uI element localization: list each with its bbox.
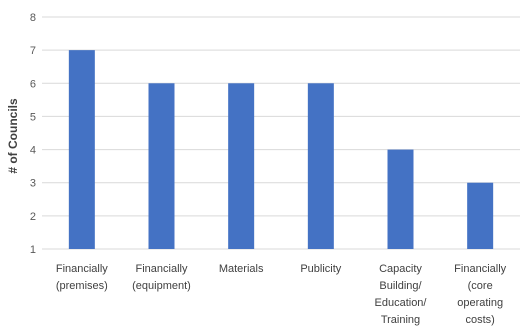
bar — [387, 149, 414, 249]
bars — [68, 50, 494, 250]
x-tick-label-line: (core — [468, 280, 493, 292]
y-tick-label: 1 — [30, 244, 36, 256]
x-tick-label: Financially (core operating costs) — [454, 263, 506, 326]
x-tick-label-line: operating — [457, 297, 503, 309]
x-tick-label: Publicity — [300, 263, 341, 275]
y-axis-ticks: 1 2 3 4 5 6 7 8 — [30, 12, 36, 256]
x-tick-label-line: (premises) — [56, 280, 108, 292]
y-tick-label: 7 — [30, 45, 36, 57]
bar — [148, 83, 175, 250]
y-tick-label: 4 — [30, 145, 36, 157]
bar — [307, 83, 334, 250]
bar — [467, 182, 494, 249]
y-tick-label: 2 — [30, 211, 36, 223]
y-tick-label: 8 — [30, 12, 36, 24]
x-tick-label-line: Capacity — [379, 263, 422, 275]
x-tick-label-line: Publicity — [300, 263, 341, 275]
x-tick-label-line: (equipment) — [132, 280, 191, 292]
x-axis-ticks: Financially (premises) Financially (equipme… — [56, 263, 507, 326]
x-tick-label-line: Training — [381, 314, 420, 326]
y-tick-label: 5 — [30, 111, 36, 123]
x-tick-label-line: Financially — [56, 263, 108, 275]
x-tick-label: Materials — [219, 263, 264, 275]
y-axis-label: # of Councils — [6, 98, 20, 174]
y-tick-label: 6 — [30, 78, 36, 90]
y-tick-label: 3 — [30, 178, 36, 190]
x-tick-label: Financially (equipment) — [132, 263, 191, 292]
bar — [228, 83, 255, 250]
x-tick-label-line: Financially — [136, 263, 188, 275]
x-tick-label: Financially (premises) — [56, 263, 108, 292]
x-tick-label-line: Financially — [454, 263, 506, 275]
x-tick-label-line: Building/ — [379, 280, 422, 292]
x-tick-label-line: costs) — [465, 314, 494, 326]
gridlines — [42, 16, 520, 250]
x-tick-label-line: Education/ — [375, 297, 428, 309]
bar — [68, 50, 95, 250]
x-tick-label-line: Materials — [219, 263, 264, 275]
x-tick-label: Capacity Building/Education/Training — [375, 263, 428, 326]
